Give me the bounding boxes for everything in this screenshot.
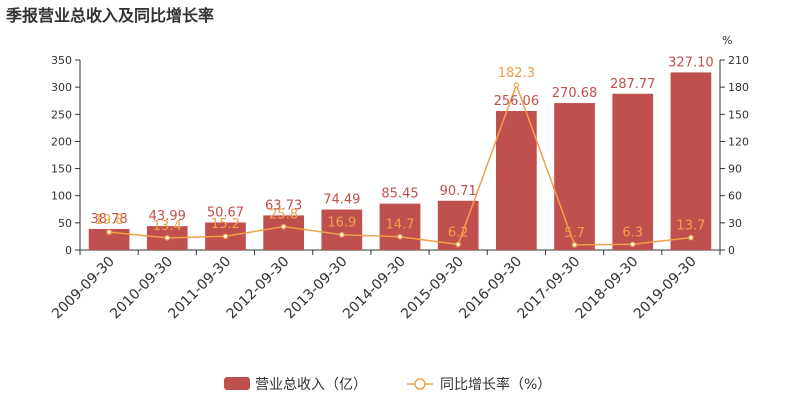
bar-value-label: 74.49: [323, 193, 360, 208]
bar-value-label: 270.68: [552, 86, 598, 101]
y-left-tick-label: 0: [65, 244, 72, 257]
y-right-tick-label: 210: [728, 54, 749, 67]
line-value-label: 6.3: [622, 225, 643, 240]
y-right-tick-label: 30: [728, 217, 742, 230]
y-right-tick-label: 120: [728, 135, 749, 148]
legend-item-growth[interactable]: 同比增长率（%）: [407, 376, 551, 393]
bar-value-label: 287.77: [610, 77, 656, 92]
bar-value-label: 50.67: [207, 205, 244, 220]
y-right-tick-label: 60: [728, 190, 742, 203]
line-point[interactable]: [280, 223, 287, 230]
y-left-tick-label: 350: [51, 54, 72, 67]
legend-label-growth[interactable]: 同比增长率（%）: [440, 376, 551, 393]
y-left-tick-label: 50: [58, 217, 72, 230]
line-point[interactable]: [339, 231, 345, 238]
bar[interactable]: [379, 203, 421, 250]
y-left-tick-label: 250: [51, 108, 72, 121]
bar[interactable]: [612, 93, 654, 250]
line-point[interactable]: [106, 229, 112, 235]
y-left-tick-label: 100: [51, 190, 72, 203]
line-value-label: 19.8: [95, 213, 124, 228]
y-right-tick-label: 180: [728, 81, 749, 94]
bar-value-label: 90.71: [440, 184, 477, 199]
y-right-tick-label: 150: [728, 108, 749, 121]
bar[interactable]: [88, 228, 130, 250]
line-point[interactable]: [629, 241, 636, 248]
bar-value-label: 43.99: [149, 209, 186, 224]
line-value-label: 13.4: [153, 219, 182, 234]
legend[interactable]: 营业总收入（亿） 同比增长率（%）: [224, 376, 551, 393]
bar-value-label: 256.06: [494, 94, 540, 109]
bar[interactable]: [321, 209, 363, 250]
bar-value-label: 327.10: [668, 55, 714, 70]
bar-value-label: 63.73: [265, 198, 302, 213]
line-value-label: 15.2: [211, 217, 240, 232]
bar[interactable]: [263, 215, 304, 250]
line-point[interactable]: [222, 233, 229, 240]
y-right-tick-label: 0: [728, 244, 735, 257]
y-left-tick-label: 150: [51, 163, 72, 176]
line-point[interactable]: [455, 241, 461, 248]
bar-value-label: 85.45: [381, 187, 418, 202]
y-left-tick-label: 200: [51, 135, 72, 148]
bar[interactable]: [670, 72, 712, 250]
data-labels: 38.78 43.99 50.67 63.73 74.49 85.45 90.71 256.0…: [90, 55, 713, 240]
line-point[interactable]: [397, 233, 403, 240]
line-point[interactable]: [513, 82, 520, 88]
legend-bar-swatch[interactable]: [224, 377, 250, 390]
line-value-label: 6.2: [448, 225, 469, 240]
line-value-label: 13.7: [676, 219, 705, 234]
y-right-tick-label: 90: [728, 163, 742, 176]
line-value-label: 14.7: [386, 218, 415, 233]
line-point[interactable]: [164, 235, 171, 241]
bar[interactable]: [554, 103, 595, 251]
legend-line-marker[interactable]: [414, 378, 426, 390]
line-point[interactable]: [571, 242, 578, 248]
line-series: [106, 82, 694, 248]
line-value-label: 182.3: [498, 66, 535, 81]
line-value-label: 25.8: [269, 208, 298, 223]
y-right-unit-label: %: [722, 34, 732, 47]
chart-title: 季报营业总收入及同比增长率: [6, 6, 215, 25]
line-point[interactable]: [688, 234, 694, 241]
y-left-tick-label: 300: [51, 81, 72, 94]
bar[interactable]: [496, 110, 537, 250]
legend-label-revenue[interactable]: 营业总收入（亿）: [255, 377, 367, 393]
bar-value-label: 38.78: [90, 212, 127, 227]
x-tick-label: 2019-09-30: [631, 254, 700, 323]
line-value-label: 5.7: [564, 226, 585, 241]
line-value-label: 16.9: [327, 216, 356, 231]
legend-item-revenue[interactable]: 营业总收入（亿）: [224, 377, 367, 393]
